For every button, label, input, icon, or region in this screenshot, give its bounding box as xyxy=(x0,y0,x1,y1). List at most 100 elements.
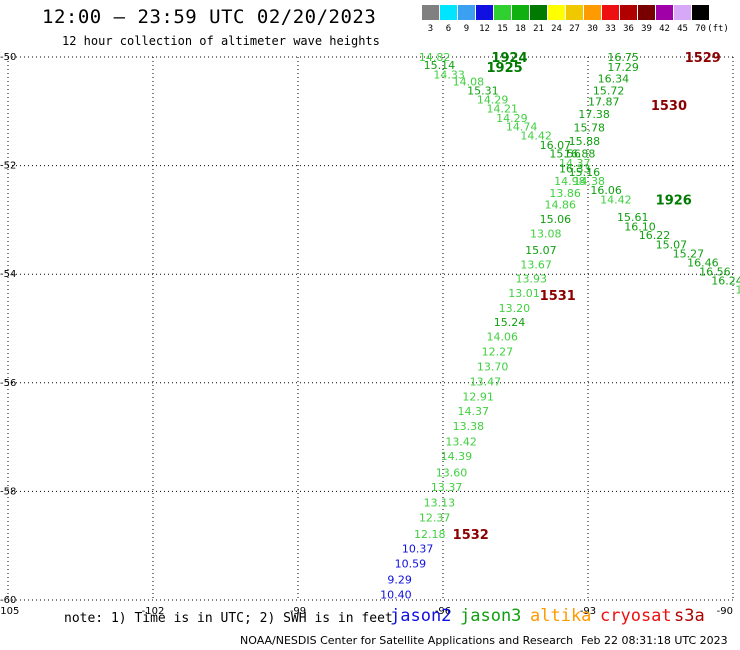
data-point-label: 15.07 xyxy=(656,238,688,251)
legend-swatch-36 xyxy=(620,5,637,20)
data-point-label: 14.98 xyxy=(554,175,586,188)
data-point-label: 15.61 xyxy=(617,211,649,224)
footer-note: note: 1) Time is in UTC; 2) SWH is in fe… xyxy=(64,611,393,626)
legend-label-18: 18 xyxy=(515,24,526,34)
data-point-label: 15.88 xyxy=(569,135,601,148)
y-tick-label: -56 xyxy=(0,378,16,389)
data-point-label: 14.39 xyxy=(441,450,473,463)
data-point-label: 15.14 xyxy=(424,59,456,72)
data-point-label: 12.27 xyxy=(482,345,513,358)
legend-label-12: 12 xyxy=(479,24,490,34)
y-tick-label: -54 xyxy=(0,269,16,280)
data-point-label: 14.33 xyxy=(433,68,465,81)
data-point-label: 14.08 xyxy=(453,75,485,88)
data-point-label: 15.72 xyxy=(593,85,625,98)
y-tick-label: -60 xyxy=(0,595,16,606)
legend-label-21: 21 xyxy=(533,24,544,34)
data-point-label: 10.37 xyxy=(402,542,434,555)
data-point-label: 16.75 xyxy=(607,51,639,64)
data-point-label: 14.06 xyxy=(487,331,519,344)
data-point-label: 16.34 xyxy=(598,73,630,86)
data-point-label: 14.21 xyxy=(487,103,519,116)
time-annotation: 1924 xyxy=(491,51,527,66)
data-point-label: 13.67 xyxy=(520,258,552,271)
data-layer: 14.8215.1414.3314.0815.3114.2914.2114.29… xyxy=(380,51,740,602)
data-point-label: 13.47 xyxy=(470,376,502,389)
data-point-label: 16.10 xyxy=(624,220,656,233)
data-point-label: 14.42 xyxy=(520,130,552,143)
timestamp-text: Feb 22 08:31:18 UTC 2023 xyxy=(581,634,728,647)
data-point-label: 17.87 xyxy=(588,96,620,109)
legend-swatch-15 xyxy=(494,5,511,20)
legend-label-27: 27 xyxy=(569,24,580,34)
legend-label-45: 45 xyxy=(677,24,688,34)
legend-label-36: 36 xyxy=(623,24,634,34)
legend-swatch-21 xyxy=(530,5,547,20)
data-point-label: 14.74 xyxy=(506,121,538,134)
y-tick-label: -58 xyxy=(0,486,16,497)
legend-label-9: 9 xyxy=(463,24,470,34)
legend-swatch-33 xyxy=(602,5,619,20)
y-tick-label: -50 xyxy=(0,52,16,63)
data-point-label: 12.37 xyxy=(419,511,451,524)
data-point-label: 16.56 xyxy=(699,265,731,278)
time-annotation: 1531 xyxy=(540,289,576,304)
x-tick-label: -105 xyxy=(0,606,19,617)
time-annotation: 1530 xyxy=(651,99,687,114)
data-point-label: 16.88 xyxy=(564,148,596,161)
data-point-label: 10.59 xyxy=(395,558,427,571)
data-point-label: 16.22 xyxy=(639,229,671,242)
legend-sat-1: jason3 xyxy=(460,606,522,626)
legend-label-42: 42 xyxy=(659,24,670,34)
data-point-label: 15.06 xyxy=(540,213,572,226)
legend-swatch-39 xyxy=(638,5,655,20)
data-point-label: 15.56 xyxy=(549,148,581,161)
data-point-label: 15.31 xyxy=(467,85,499,98)
legend-swatch-24 xyxy=(548,5,565,20)
data-point-label: 16.06 xyxy=(590,184,622,197)
time-annotation: 1925 xyxy=(487,61,523,76)
legend-label-70: 70 xyxy=(695,24,706,34)
data-point-label: 13.20 xyxy=(499,302,531,315)
data-point-label: 10.40 xyxy=(380,589,412,602)
data-point-label: 16.07 xyxy=(540,139,572,152)
page-title: 12:00 – 23:59 UTC 02/20/2023 xyxy=(42,6,377,28)
data-point-label: 13.08 xyxy=(530,227,562,240)
legend-label-6: 6 xyxy=(445,24,452,34)
legend-swatch-27 xyxy=(566,5,583,20)
legend-label-15: 15 xyxy=(497,24,508,34)
data-point-label: 15.24 xyxy=(494,316,526,329)
legend-label-3: 3 xyxy=(427,24,434,34)
y-tick-label: -52 xyxy=(0,161,16,172)
data-point-label: 13.13 xyxy=(424,496,456,509)
x-tick-label: -99 xyxy=(290,606,306,617)
data-point-label: 14.29 xyxy=(477,93,509,106)
legend-swatch-45 xyxy=(674,5,691,20)
x-tick-label: -96 xyxy=(435,606,451,617)
data-point-label: 13.60 xyxy=(436,466,468,479)
legend-label-30: 30 xyxy=(587,24,598,34)
data-point-label: 13.42 xyxy=(445,435,477,448)
legend-swatch-18 xyxy=(512,5,529,20)
legend-label-39: 39 xyxy=(641,24,652,34)
data-point-label: 13.01 xyxy=(508,287,540,300)
legend-swatch-3 xyxy=(422,5,439,20)
data-point-label: 14.82 xyxy=(419,51,451,64)
legend-label-24: 24 xyxy=(551,24,562,34)
data-point-label: 14.37 xyxy=(458,405,490,418)
page-subtitle: 12 hour collection of altimeter wave hei… xyxy=(62,34,380,48)
data-point-label: 15.27 xyxy=(673,248,705,261)
legend-sat-4: s3a xyxy=(674,606,705,626)
data-point-label: 17.38 xyxy=(578,108,610,121)
legend-swatch-70 xyxy=(692,5,709,20)
data-point-label: 13.37 xyxy=(431,481,463,494)
data-point-label: 13.70 xyxy=(477,361,509,374)
data-point-label: 14.42 xyxy=(600,193,632,206)
data-point-label: 14.38 xyxy=(574,175,606,188)
data-point-label: 16.33 xyxy=(559,162,591,175)
data-point-label: 14.29 xyxy=(496,112,527,125)
data-point-label: 13.38 xyxy=(453,420,485,433)
legend-sat-0: jason2 xyxy=(390,606,452,626)
data-point-label: 15.16 xyxy=(569,166,601,179)
